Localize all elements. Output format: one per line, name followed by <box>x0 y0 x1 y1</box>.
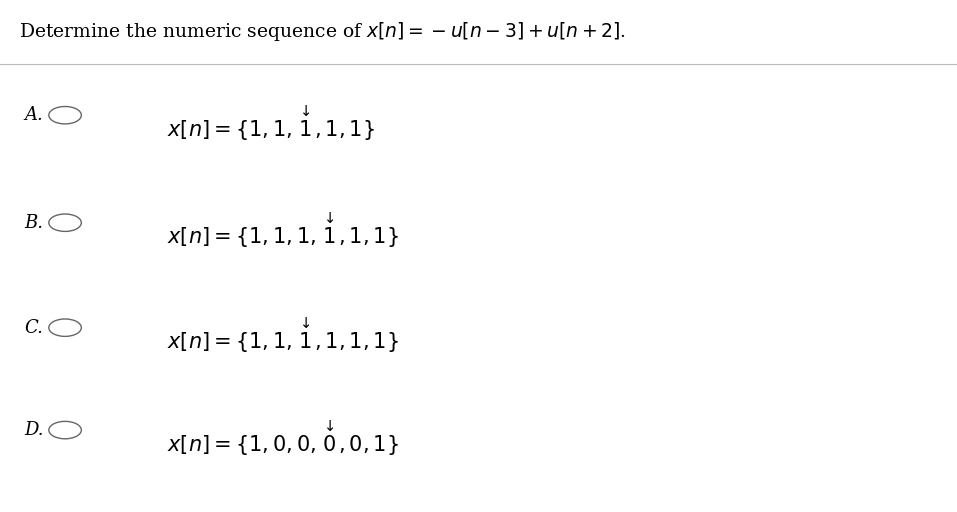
Text: Determine the numeric sequence of $x[n] = -u[n-3] + u[n+2]$.: Determine the numeric sequence of $x[n] … <box>19 20 626 44</box>
Text: $x[n] = \{1, 0, 0, \overset{\downarrow}{0}, 0, 1\}$: $x[n] = \{1, 0, 0, \overset{\downarrow}{… <box>167 418 399 458</box>
Text: C.: C. <box>24 318 43 337</box>
Text: A.: A. <box>24 106 43 124</box>
Text: B.: B. <box>24 214 43 232</box>
Text: D.: D. <box>24 421 43 439</box>
Text: $x[n] = \{1, 1, 1, \overset{\downarrow}{1}, 1, 1\}$: $x[n] = \{1, 1, 1, \overset{\downarrow}{… <box>167 210 399 250</box>
Text: $x[n] = \{1, 1, \overset{\downarrow}{1}, 1, 1\}$: $x[n] = \{1, 1, \overset{\downarrow}{1},… <box>167 103 375 143</box>
Text: $x[n] = \{1, 1, \overset{\downarrow}{1}, 1, 1, 1\}$: $x[n] = \{1, 1, \overset{\downarrow}{1},… <box>167 315 399 355</box>
